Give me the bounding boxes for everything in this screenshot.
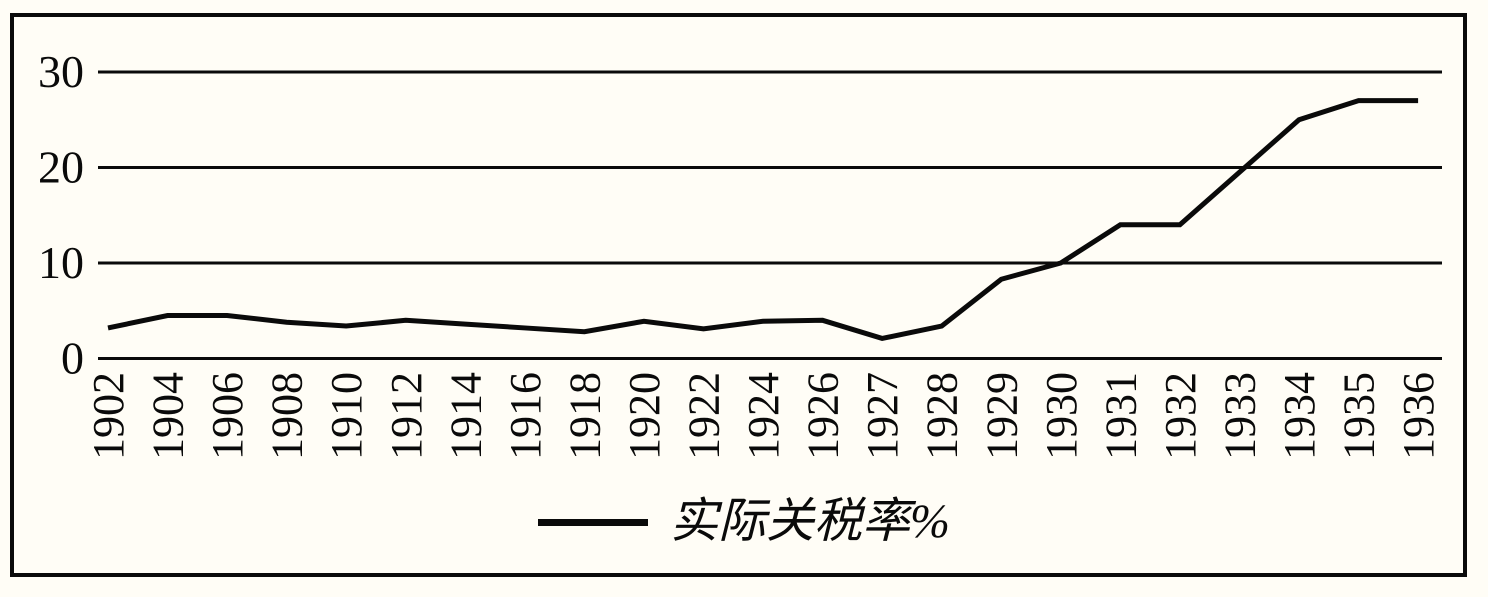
chart-outer-border [10, 13, 1467, 577]
x-tick-label: 1927 [858, 372, 907, 460]
x-tick-label: 1902 [84, 372, 133, 460]
x-tick-label: 1920 [620, 372, 669, 460]
x-tick-label: 1908 [263, 372, 312, 460]
y-tick-label: 10 [38, 237, 84, 288]
y-tick-label: 30 [38, 46, 84, 97]
x-tick-label: 1912 [382, 372, 431, 460]
x-tick-label: 1926 [799, 372, 848, 460]
x-tick-label: 1929 [977, 372, 1026, 460]
x-tick-label: 1930 [1037, 372, 1086, 460]
x-tick-label: 1918 [560, 372, 609, 460]
y-tick-label: 0 [61, 333, 84, 384]
x-tick-label: 1932 [1156, 372, 1205, 460]
x-tick-label: 1933 [1215, 372, 1264, 460]
legend: 实际关税率% [0, 488, 1488, 556]
x-tick-label: 1928 [918, 372, 967, 460]
y-tick-label: 20 [38, 142, 84, 193]
x-tick-label: 1910 [322, 372, 371, 460]
legend-line-swatch [538, 518, 648, 526]
x-tick-label: 1935 [1335, 372, 1384, 460]
x-tick-label: 1916 [501, 372, 550, 460]
x-tick-label: 1931 [1096, 372, 1145, 460]
x-tick-label: 1924 [739, 372, 788, 460]
x-tick-label: 1914 [441, 372, 490, 460]
series-line-actual-tariff-rate [107, 98, 1419, 342]
legend-label: 实际关税率% [670, 495, 950, 548]
x-tick-label: 1934 [1275, 372, 1324, 460]
x-tick-label: 1936 [1394, 372, 1443, 460]
x-tick-label: 1904 [144, 372, 193, 460]
x-tick-label: 1922 [680, 372, 729, 460]
x-tick-label: 1906 [203, 372, 252, 460]
